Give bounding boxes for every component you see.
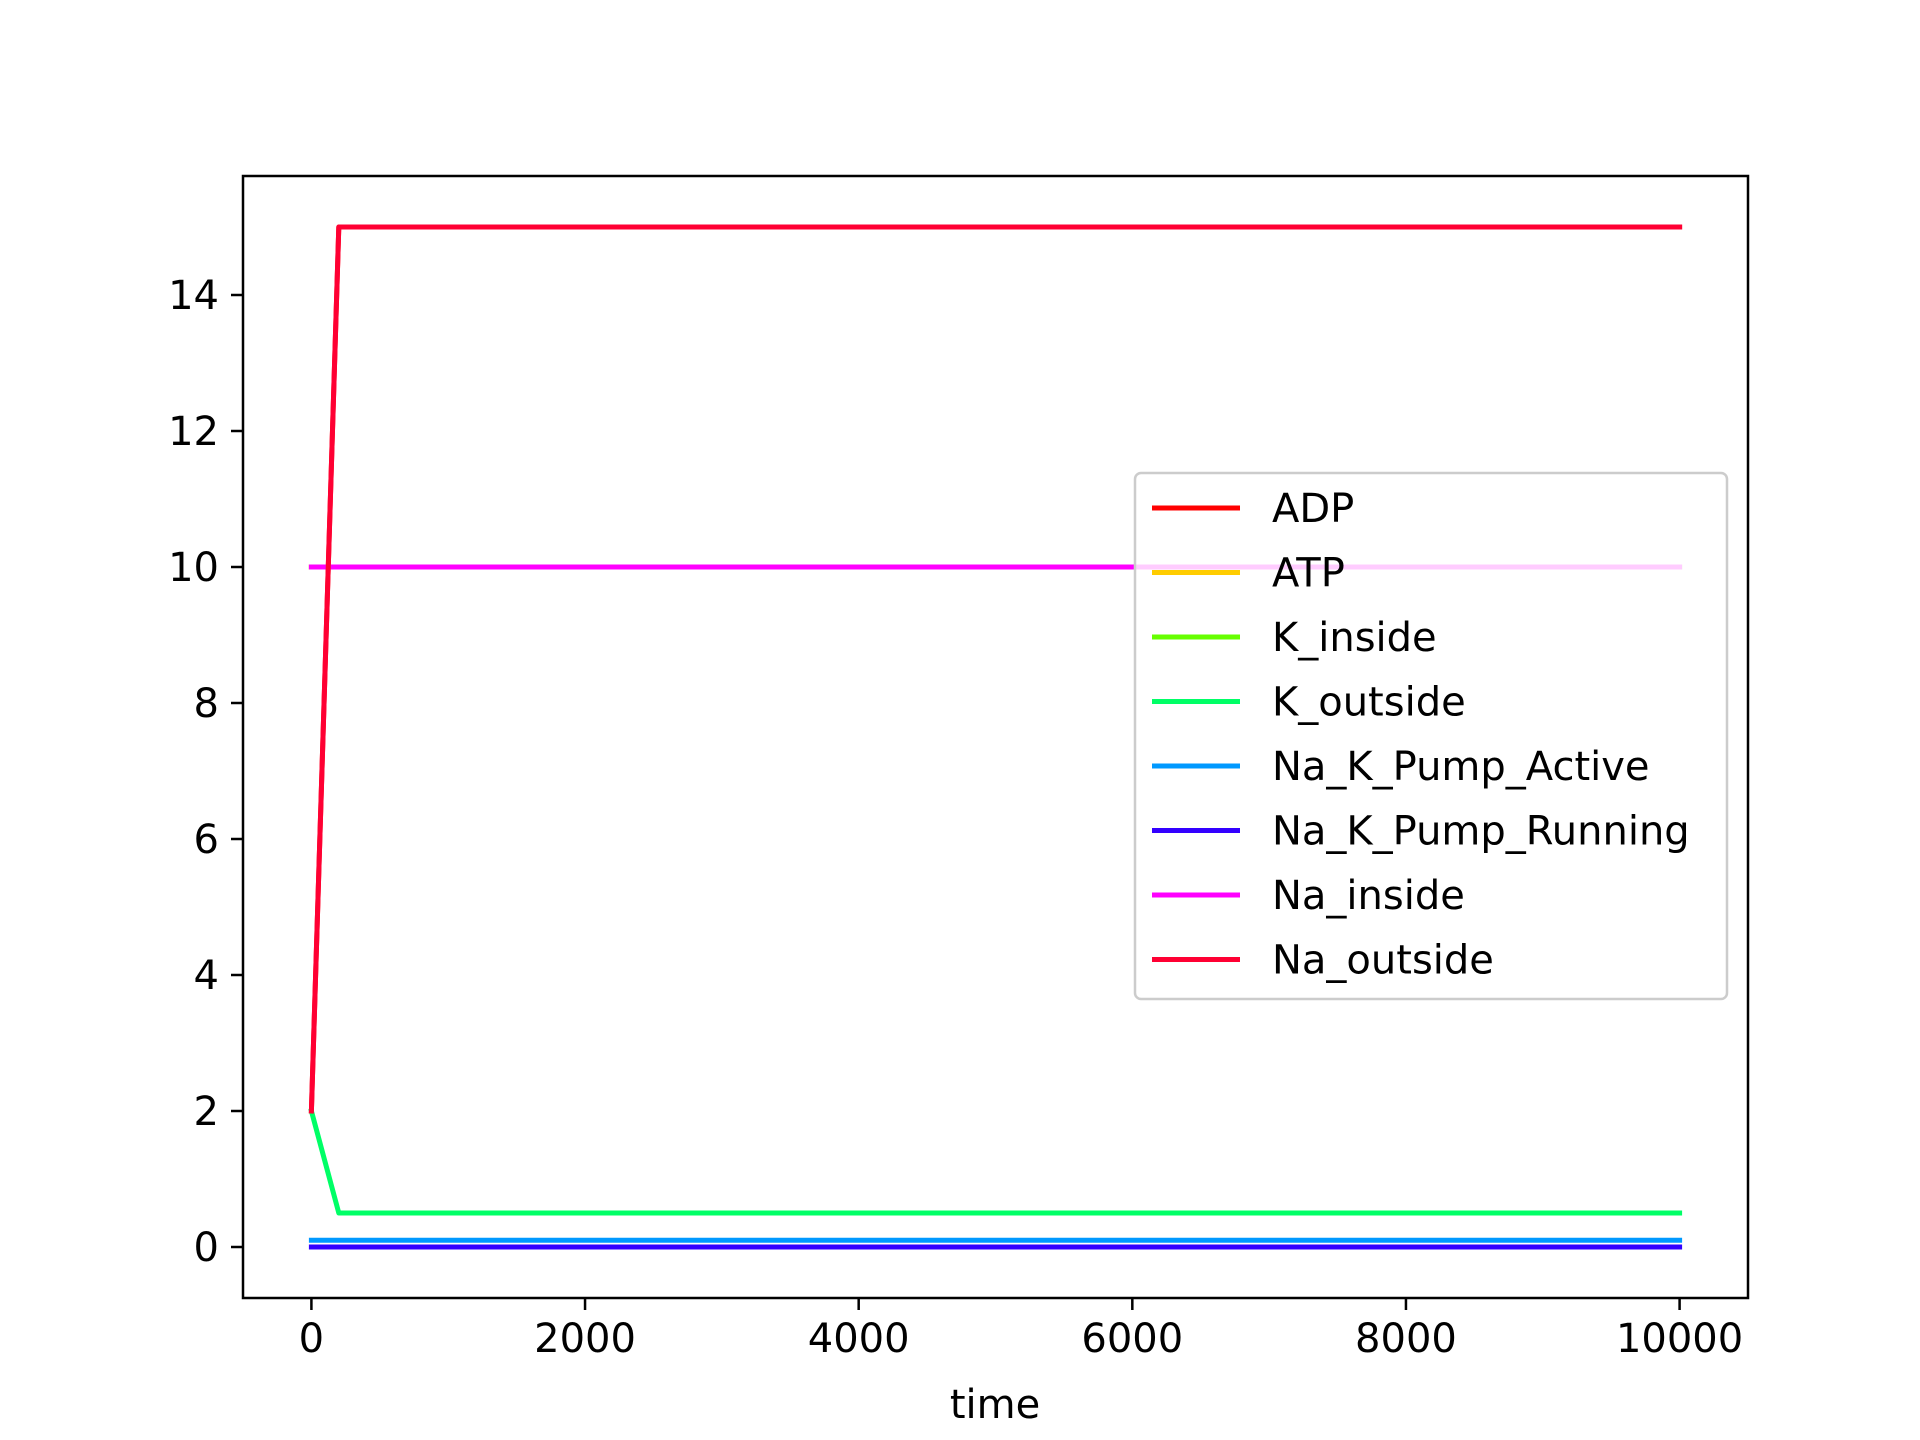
legend-items: ADP ATP K_inside K_outside Na_K_Pump_Active N… [1152,486,1690,984]
x-tick-label: 10000 [1616,1316,1743,1362]
y-tick-label: 10 [168,545,219,591]
x-tick-label: 2000 [534,1316,636,1362]
plot-lines [308,224,1683,1250]
series-line-na-outside [308,224,1683,1114]
y-tick-label: 6 [194,817,219,863]
legend-box [1133,471,1729,1001]
legend-label: Na_K_Pump_Running [1272,809,1690,855]
x-tick-label: 4000 [808,1316,910,1362]
legend: ADP ATP K_inside K_outside Na_K_Pump_Active N… [1133,471,1729,1001]
legend-label: ATP [1272,551,1345,597]
series-line-k-outside [308,1107,1683,1216]
legend-label: Na_outside [1272,938,1494,984]
legend-label: Na_K_Pump_Active [1272,744,1650,790]
y-tick-label: 14 [168,273,219,319]
x-tick-label: 8000 [1355,1316,1457,1362]
y-tick-label: 0 [194,1225,219,1271]
x-axis-ticks: 0 2000 4000 6000 8000 10000 [299,1298,1743,1362]
x-tick-label: 6000 [1081,1316,1183,1362]
y-tick-label: 8 [194,681,219,727]
y-tick-label: 12 [168,409,219,455]
legend-label: Na_inside [1272,873,1465,919]
legend-label: ADP [1272,486,1354,532]
y-tick-label: 4 [194,953,219,999]
x-tick-label: 0 [299,1316,324,1362]
axes-frame [241,174,1750,1300]
x-axis-label: time [950,1382,1040,1428]
legend-label: K_inside [1272,615,1437,661]
legend-label: K_outside [1272,680,1466,726]
y-axis-ticks: 0 2 4 6 8 10 12 14 [168,273,243,1271]
y-tick-label: 2 [194,1089,219,1135]
